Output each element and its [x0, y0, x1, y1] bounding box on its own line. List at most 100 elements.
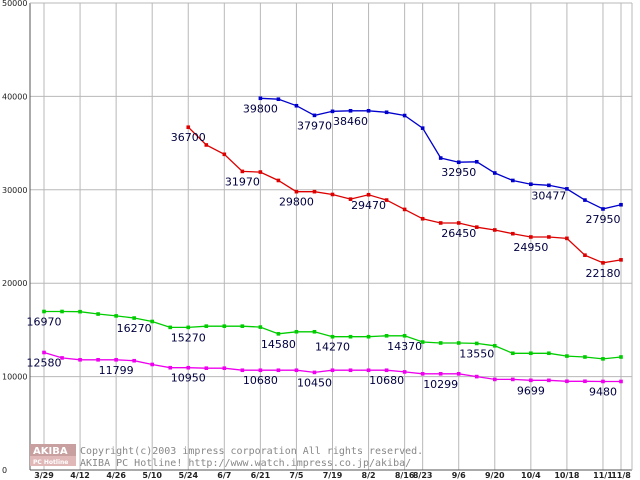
logo-text: AKIBA — [33, 446, 68, 457]
data-point-green — [168, 325, 173, 330]
data-point-magenta — [150, 362, 154, 367]
data-label-blue: 38460 — [333, 115, 368, 128]
data-label-blue: 30477 — [531, 189, 566, 202]
data-point-magenta — [312, 370, 317, 375]
data-point-magenta — [132, 358, 136, 363]
data-point-green — [601, 357, 605, 361]
data-point-magenta — [276, 368, 281, 373]
x-tick-label: 7/19 — [323, 471, 343, 480]
data-point-blue — [420, 126, 425, 130]
data-point-green — [258, 325, 263, 329]
data-point-green — [96, 312, 100, 316]
x-tick-label: 5/10 — [142, 471, 162, 480]
data-label-magenta: 10680 — [369, 374, 404, 387]
data-label-magenta: 9480 — [589, 385, 617, 398]
data-point-magenta — [348, 368, 353, 373]
data-point-blue — [366, 108, 371, 113]
data-point-magenta — [60, 356, 64, 360]
data-point-red — [456, 221, 461, 225]
data-point-green — [366, 334, 371, 339]
data-point-green — [240, 324, 245, 328]
data-label-blue: 37970 — [297, 119, 332, 132]
data-point-red — [312, 189, 317, 194]
data-point-green — [276, 332, 281, 336]
data-point-blue — [583, 198, 587, 202]
x-tick-label: 7/5 — [289, 471, 303, 480]
data-point-magenta — [204, 366, 209, 370]
data-point-blue — [456, 160, 461, 165]
data-point-magenta — [438, 372, 443, 376]
data-point-red — [565, 236, 569, 241]
data-point-green — [384, 333, 389, 338]
data-point-magenta — [384, 368, 389, 373]
data-point-green — [583, 355, 587, 359]
x-tick-label: 10/18 — [554, 471, 580, 480]
logo-top-box — [30, 444, 76, 456]
x-tick-label: 10/4 — [521, 471, 541, 480]
data-point-red — [547, 235, 551, 239]
data-point-red — [222, 152, 227, 157]
data-point-blue — [348, 108, 353, 113]
data-point-blue — [565, 187, 569, 191]
data-point-magenta — [420, 372, 425, 376]
data-point-magenta — [547, 378, 551, 383]
data-point-red — [366, 192, 371, 197]
data-point-blue — [474, 159, 479, 164]
data-label-blue: 39800 — [243, 102, 278, 115]
data-point-green — [150, 319, 154, 324]
data-point-blue — [529, 182, 533, 186]
data-point-red — [276, 178, 281, 183]
data-point-magenta — [168, 365, 173, 370]
data-point-green — [420, 340, 425, 344]
series-magenta — [42, 350, 623, 384]
data-point-green — [78, 309, 82, 314]
data-label-green: 14370 — [387, 340, 422, 353]
data-point-blue — [384, 110, 389, 115]
data-point-red — [330, 192, 335, 197]
data-point-magenta — [186, 365, 191, 370]
watermark: AKIBA PC Hotline Copyright(c)2003 impres… — [30, 444, 423, 469]
x-tick-label: 8/16 — [395, 471, 415, 480]
data-point-green — [438, 341, 443, 345]
data-label-green: 13550 — [459, 347, 494, 360]
x-tick-labels: 3/29 4/12 4/26 5/10 5/24 6/7 6/21 7/5 7/19 8/2 8/1… — [34, 471, 631, 480]
copyright-line-2: AKIBA PC Hotline! http://www.watch.impre… — [80, 458, 411, 469]
data-point-magenta — [402, 370, 407, 374]
data-labels: 39800 37970 38460 32950 30477 27950 36700 31970… — [27, 102, 621, 398]
data-point-green — [402, 333, 407, 338]
data-point-green — [186, 325, 191, 330]
x-tick-label: 8/23 — [413, 471, 433, 480]
data-label-green: 16270 — [117, 322, 152, 335]
data-point-magenta — [96, 357, 100, 362]
data-point-magenta — [294, 368, 299, 373]
data-point-magenta — [78, 357, 82, 362]
y-tick-label: 30000 — [2, 186, 27, 195]
series-red — [186, 125, 623, 265]
data-point-red — [474, 225, 479, 229]
data-point-red — [583, 253, 587, 257]
data-point-blue — [258, 96, 263, 101]
data-label-magenta: 10950 — [171, 372, 206, 385]
data-point-green — [474, 341, 479, 346]
data-point-magenta — [474, 374, 479, 379]
data-point-red — [492, 228, 497, 232]
data-point-magenta — [366, 368, 371, 373]
data-point-red — [186, 125, 191, 130]
data-label-blue: 32950 — [441, 166, 476, 179]
data-point-green — [619, 355, 623, 359]
data-label-magenta: 12580 — [27, 357, 62, 370]
data-point-magenta — [565, 379, 569, 384]
data-point-magenta — [456, 372, 461, 376]
data-point-green — [511, 351, 515, 356]
x-tick-label: 8/2 — [362, 471, 376, 480]
data-point-magenta — [240, 368, 245, 373]
y-tick-label: 10000 — [2, 373, 27, 382]
data-point-blue — [312, 113, 317, 118]
x-tick-label: 6/7 — [217, 471, 231, 480]
data-label-red: 29470 — [351, 199, 386, 212]
data-point-green — [529, 351, 533, 356]
data-label-green: 14580 — [261, 338, 296, 351]
logo-bottom-box — [30, 456, 76, 466]
